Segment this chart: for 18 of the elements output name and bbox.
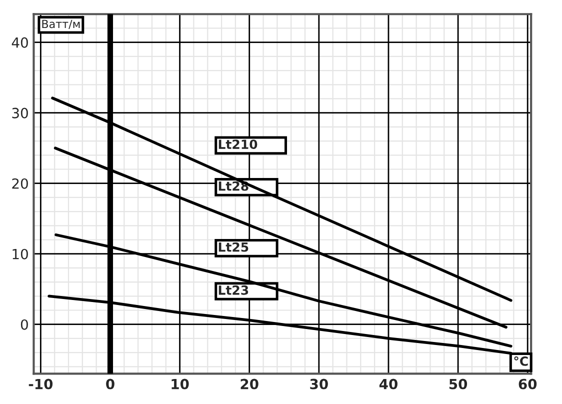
y-tick-label: 30 — [12, 108, 28, 118]
x-axis-title: °C — [514, 356, 528, 366]
y-tick-label: 0 — [20, 319, 28, 330]
x-tick-label: 50 — [449, 378, 468, 390]
y-tick-label: 20 — [12, 178, 28, 189]
y-tick-label: 40 — [12, 37, 28, 48]
x-tick-label: 20 — [240, 378, 258, 390]
y-axis-title: Ватт/м — [42, 20, 80, 30]
series-label: Lt25 — [218, 242, 248, 252]
x-tick-label: 10 — [172, 378, 189, 390]
x-tick-label: 60 — [518, 378, 537, 390]
x-tick-label: 0 — [106, 378, 114, 390]
x-tick-label: -10 — [28, 378, 53, 390]
x-tick-label: 40 — [379, 378, 398, 390]
x-tick-label: 30 — [310, 378, 328, 390]
series-label: Lt210 — [218, 140, 258, 150]
series-label: Lt23 — [218, 285, 248, 295]
y-tick-label: 10 — [12, 248, 28, 260]
